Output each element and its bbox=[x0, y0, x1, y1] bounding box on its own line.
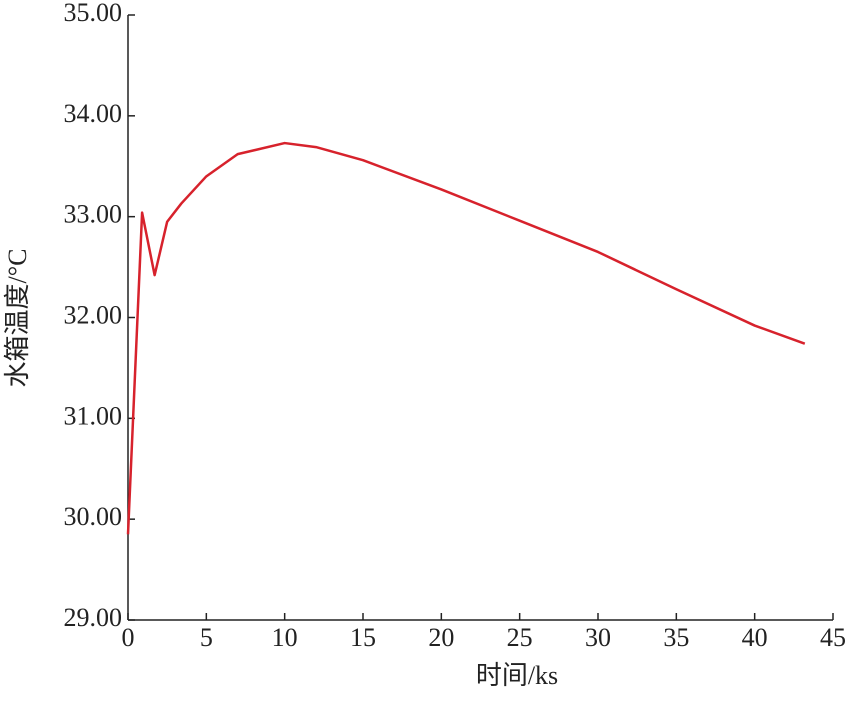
x-tick-label: 20 bbox=[428, 623, 454, 652]
x-tick-label: 10 bbox=[272, 623, 298, 652]
y-tick-label: 34.00 bbox=[64, 99, 123, 128]
y-tick-label: 31.00 bbox=[64, 401, 123, 430]
x-tick-label: 35 bbox=[663, 623, 689, 652]
x-tick-label: 25 bbox=[507, 623, 533, 652]
x-tick-label: 45 bbox=[820, 623, 846, 652]
y-tick-label: 29.00 bbox=[64, 603, 123, 632]
x-tick-label: 15 bbox=[350, 623, 376, 652]
y-axis-label: 水箱温度/°C bbox=[3, 249, 32, 388]
y-tick-label: 35.00 bbox=[64, 0, 123, 27]
x-axis-label: 时间/ks bbox=[476, 661, 558, 690]
y-tick-label: 33.00 bbox=[64, 200, 123, 229]
y-tick-label: 30.00 bbox=[64, 502, 123, 531]
x-tick-label: 5 bbox=[200, 623, 213, 652]
y-tick-label: 32.00 bbox=[64, 300, 123, 329]
line bbox=[126, 141, 806, 535]
x-tick-label: 30 bbox=[585, 623, 611, 652]
x-tick-label: 0 bbox=[122, 623, 135, 652]
x-tick-label: 40 bbox=[742, 623, 768, 652]
